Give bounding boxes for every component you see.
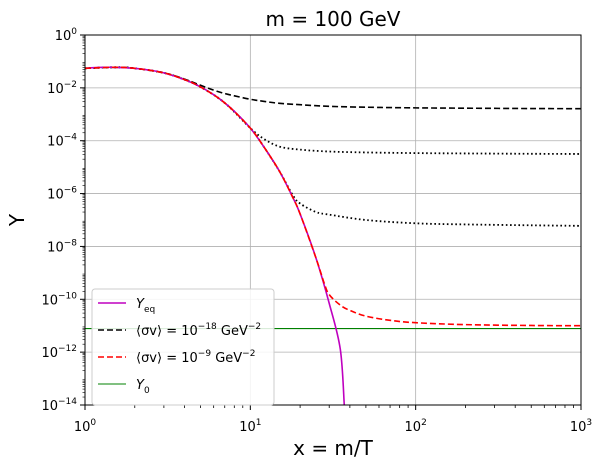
legend-suffix: GeV <box>217 324 248 339</box>
legend-main: Y <box>136 378 145 393</box>
x-tick-label: 100 <box>74 418 97 435</box>
x-tick-label: 101 <box>239 418 261 435</box>
y-tick-label-exponent: −2 <box>64 80 77 90</box>
y-tick-label: 10−2 <box>47 80 77 97</box>
legend-exponent: −9 <box>198 349 212 359</box>
x-tick-label-exponent: 3 <box>586 418 592 428</box>
y-tick-label-exponent: −12 <box>58 344 77 354</box>
y-tick-label-exponent: −8 <box>64 238 78 248</box>
y-tick-label-base: 10 <box>41 293 58 308</box>
y-tick-label: 100 <box>55 27 78 44</box>
series-line-sv18 <box>85 66 581 110</box>
legend-exponent: −18 <box>198 322 217 332</box>
x-tick-label-base: 10 <box>570 420 587 435</box>
y-tick-label-exponent: −4 <box>64 133 78 143</box>
legend-label-yeq: Yeq <box>136 297 155 315</box>
legend-subscript: eq <box>144 305 155 315</box>
y-tick-label: 10−12 <box>41 344 77 361</box>
x-axis-label: x = m/T <box>293 436 374 460</box>
y-tick-label-base: 10 <box>47 188 64 203</box>
x-tick-label: 103 <box>570 418 592 435</box>
x-tick-label-base: 10 <box>405 420 422 435</box>
tick-labels: 100 101 102 10310−1410−1210−1010−810−610−41… <box>41 27 592 435</box>
legend-main: Y <box>136 297 145 312</box>
series-line-sv9 <box>85 66 581 327</box>
x-tick-label-base: 10 <box>239 420 256 435</box>
legend-prefix: ⟨σv⟩ = <box>136 324 181 339</box>
plot-frame <box>84 34 582 406</box>
x-tick-label: 102 <box>405 418 427 435</box>
legend-label-y0: Y0 <box>136 378 150 396</box>
y-tick-label-exponent: −10 <box>58 291 77 301</box>
legend-label-sv9: ⟨σv⟩ = 10−9 GeV−2 <box>136 349 255 366</box>
x-tick-label-exponent: 0 <box>90 418 96 428</box>
legend-base: 10 <box>181 351 198 366</box>
legend-prefix: ⟨σv⟩ = <box>136 351 181 366</box>
y-tick-label-exponent: −14 <box>58 397 77 407</box>
x-tick-label-exponent: 2 <box>421 418 427 428</box>
chart-title: m = 100 GeV <box>266 7 401 31</box>
y-tick-label-exponent: −6 <box>64 186 78 196</box>
legend-suffix-exponent: −2 <box>242 349 255 359</box>
y-tick-label: 10−4 <box>47 133 77 150</box>
y-tick-label-base: 10 <box>47 82 64 97</box>
legend-suffix: GeV <box>211 351 242 366</box>
legend: Yeq⟨σv⟩ = 10−18 GeV−2⟨σv⟩ = 10−9 GeV−2Y0 <box>91 288 275 406</box>
y-tick-label-base: 10 <box>55 29 72 44</box>
y-tick-label-base: 10 <box>41 346 58 361</box>
y-tick-label-base: 10 <box>41 399 58 414</box>
y-tick-label: 10−8 <box>47 238 77 255</box>
y-tick-label-base: 10 <box>47 240 64 255</box>
legend-subscript: 0 <box>144 386 150 396</box>
y-tick-label: 10−10 <box>41 291 77 308</box>
legend-label-sv18: ⟨σv⟩ = 10−18 GeV−2 <box>136 322 261 339</box>
legend-box <box>91 288 275 406</box>
y-tick-label: 10−6 <box>47 186 77 203</box>
x-tick-label-exponent: 1 <box>256 418 262 428</box>
y-tick-label-base: 10 <box>47 135 64 150</box>
legend-base: 10 <box>181 324 198 339</box>
y-tick-label: 10−14 <box>41 397 77 414</box>
y-tick-label-exponent: 0 <box>71 27 77 37</box>
x-tick-label-base: 10 <box>74 420 91 435</box>
legend-suffix-exponent: −2 <box>248 322 261 332</box>
y-axis-label: Y <box>5 213 29 227</box>
